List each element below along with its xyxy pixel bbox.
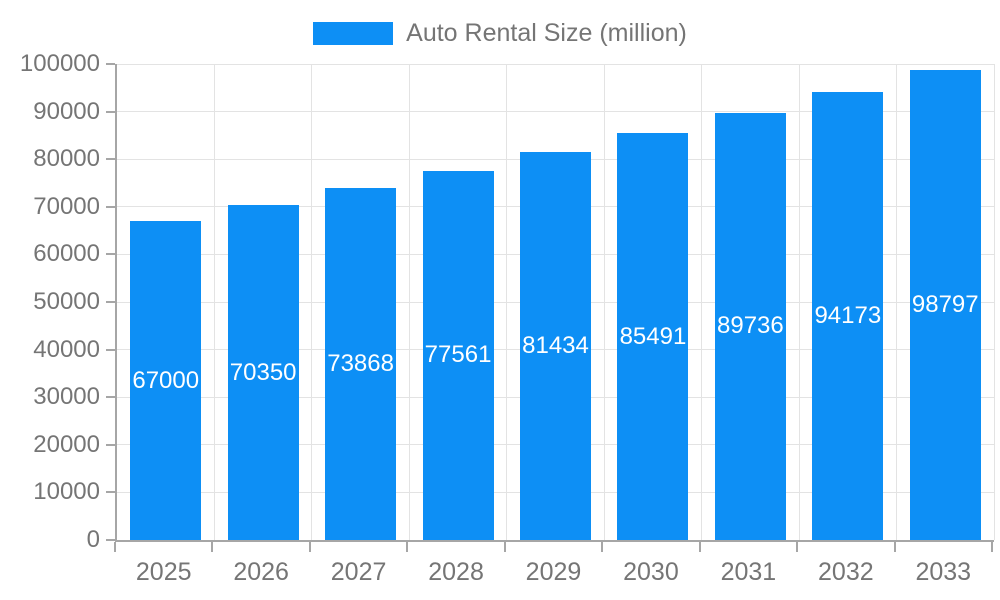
bar: 89736 xyxy=(714,112,786,540)
x-tick-label: 2028 xyxy=(428,558,484,586)
y-tick-label: 50000 xyxy=(33,288,100,315)
gridline-v xyxy=(603,64,605,540)
y-tick xyxy=(106,253,115,256)
bar: 81434 xyxy=(520,152,591,540)
x-tick xyxy=(503,542,506,552)
y-tick xyxy=(106,205,115,208)
x-tick xyxy=(601,542,604,552)
y-tick xyxy=(106,110,115,113)
y-tick-label: 60000 xyxy=(33,240,100,268)
bar-value-label: 98797 xyxy=(911,290,979,318)
y-tick xyxy=(106,63,115,65)
y-tick-label: 0 xyxy=(86,526,100,553)
gridline-v xyxy=(993,64,995,540)
y-tick xyxy=(106,443,115,446)
y-tick xyxy=(106,158,115,161)
y-tick-label: 80000 xyxy=(33,145,100,173)
legend-label: Auto Rental Size (million) xyxy=(406,19,687,47)
y-tick xyxy=(106,491,115,494)
y-tick-label: 20000 xyxy=(33,430,100,458)
y-tick xyxy=(106,301,115,303)
x-tick-label: 2030 xyxy=(623,558,679,586)
bar: 98797 xyxy=(909,69,981,540)
bar: 73868 xyxy=(325,188,397,540)
gridline-v xyxy=(798,64,800,540)
gridline-v xyxy=(896,64,898,540)
bar: 94173 xyxy=(812,91,884,540)
x-tick xyxy=(796,542,799,552)
y-tick-label: 30000 xyxy=(33,383,100,411)
gridline-v xyxy=(213,64,215,540)
legend[interactable]: Auto Rental Size (million) xyxy=(0,19,1000,48)
bar: 70350 xyxy=(227,205,299,540)
y-tick xyxy=(106,348,115,351)
x-tick-label: 2029 xyxy=(525,558,582,586)
legend-swatch xyxy=(313,22,394,45)
y-tick xyxy=(106,396,115,399)
y-tick-label: 40000 xyxy=(33,335,100,363)
x-tick xyxy=(893,542,896,552)
y-tick-label: 10000 xyxy=(33,478,100,506)
bar-value-label: 77561 xyxy=(424,341,492,369)
bar-value-label: 73868 xyxy=(327,350,394,378)
bar-value-label: 81434 xyxy=(522,332,589,360)
gridline-v xyxy=(408,64,410,540)
bar-value-label: 89736 xyxy=(717,312,784,340)
x-tick-label: 2026 xyxy=(233,558,289,586)
x-tick-label: 2025 xyxy=(135,558,192,586)
bar: 85491 xyxy=(617,133,689,540)
x-tick xyxy=(114,542,116,552)
y-tick-label: 100000 xyxy=(19,50,100,77)
gridline-v xyxy=(701,64,703,540)
x-tick xyxy=(991,542,993,552)
x-tick xyxy=(406,542,409,552)
gridline-v xyxy=(506,64,508,540)
gridline-h xyxy=(117,111,994,113)
x-tick xyxy=(698,542,701,552)
x-tick-label: 2032 xyxy=(818,558,874,586)
plot-area: 67000 70350 73868 77561 81434 85491 89736 94173… xyxy=(115,63,995,542)
gridline-v xyxy=(311,64,313,540)
y-tick xyxy=(106,539,115,541)
x-tick-label: 2033 xyxy=(915,558,972,586)
gridline-h xyxy=(117,63,994,65)
x-tick xyxy=(308,542,311,552)
bar: 67000 xyxy=(130,221,202,540)
bar-value-label: 85491 xyxy=(619,322,687,350)
y-tick-label: 90000 xyxy=(33,97,100,125)
y-tick-label: 70000 xyxy=(33,192,100,220)
x-tick xyxy=(211,542,214,552)
bar-value-label: 94173 xyxy=(814,301,882,329)
x-tick-label: 2031 xyxy=(720,558,777,586)
x-tick-label: 2027 xyxy=(330,558,387,586)
bar-value-label: 70350 xyxy=(229,358,297,386)
bar: 77561 xyxy=(422,170,494,540)
bar-value-label: 67000 xyxy=(132,366,200,394)
